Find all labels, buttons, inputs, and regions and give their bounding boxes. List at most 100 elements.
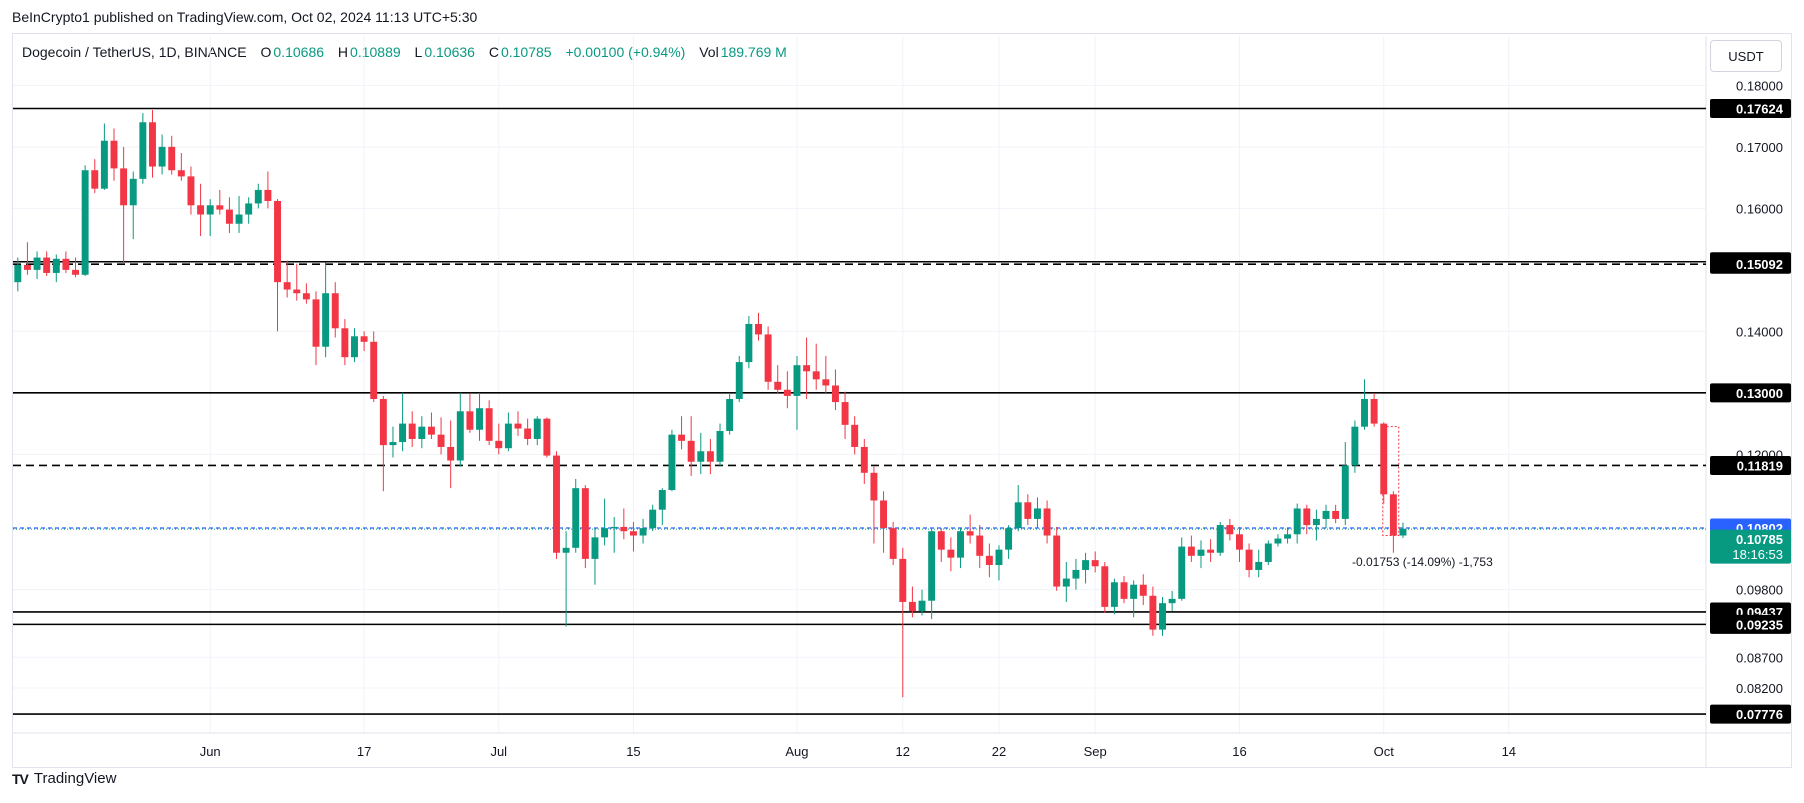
candle-body bbox=[1005, 528, 1013, 550]
candle-body bbox=[1082, 560, 1090, 570]
x-tick-label: Jun bbox=[200, 744, 221, 759]
candle-body bbox=[187, 176, 195, 206]
candle-body bbox=[1245, 549, 1253, 570]
candle-body bbox=[1033, 508, 1041, 519]
candle-body bbox=[1293, 508, 1301, 535]
candle-body bbox=[235, 214, 243, 224]
candle-body bbox=[158, 146, 166, 167]
candle-body bbox=[1062, 578, 1070, 587]
candle-body bbox=[1014, 502, 1022, 529]
candle-body bbox=[543, 418, 551, 456]
candle-body bbox=[899, 558, 907, 602]
candle-body bbox=[764, 334, 772, 382]
candle-body bbox=[427, 426, 435, 435]
tradingview-logo-icon: TV bbox=[12, 770, 29, 787]
candle-body bbox=[629, 531, 637, 536]
candle-body bbox=[783, 389, 791, 396]
x-tick-label: Sep bbox=[1084, 744, 1107, 759]
candle-body bbox=[360, 336, 368, 342]
level-badge: 0.13000 bbox=[1736, 386, 1783, 401]
candle-body bbox=[1332, 510, 1340, 519]
candle-body bbox=[1101, 566, 1109, 607]
level-badge-bg bbox=[1710, 98, 1791, 118]
x-tick-label: 22 bbox=[992, 744, 1006, 759]
high-value: 0.10889 bbox=[350, 44, 401, 60]
candle-body bbox=[110, 140, 118, 169]
candle-body bbox=[524, 428, 532, 439]
candle-body bbox=[437, 434, 445, 447]
candle-body bbox=[678, 434, 686, 441]
candle-body bbox=[1226, 525, 1234, 535]
close-value: 0.10785 bbox=[500, 44, 552, 60]
close-label: C bbox=[488, 44, 499, 60]
candle-body bbox=[1216, 525, 1224, 553]
candle-body bbox=[658, 490, 666, 510]
x-tick-label: 14 bbox=[1502, 744, 1516, 759]
candle-body bbox=[62, 258, 70, 270]
candle-body bbox=[803, 365, 811, 372]
candle-body bbox=[14, 264, 22, 283]
candle-body bbox=[254, 189, 262, 204]
candle-body bbox=[572, 488, 580, 548]
candle-body bbox=[1120, 582, 1128, 599]
candle-body bbox=[216, 205, 224, 210]
candle-body bbox=[1351, 426, 1359, 466]
candle-body bbox=[33, 257, 41, 270]
candle-body bbox=[1072, 569, 1080, 579]
candle-body bbox=[716, 430, 724, 462]
candle-body bbox=[1197, 549, 1205, 556]
candle-body bbox=[726, 399, 734, 431]
candle-body bbox=[1322, 510, 1330, 519]
level-badge: 0.17624 bbox=[1736, 101, 1784, 116]
level-badge-bg bbox=[1710, 455, 1791, 475]
change-value: +0.00100 (+0.94%) bbox=[565, 44, 686, 60]
candle-body bbox=[43, 257, 51, 273]
candle-body bbox=[149, 122, 156, 167]
ohlc-legend: Dogecoin / TetherUS, 1D, BINANCE O 0.1068… bbox=[22, 44, 789, 60]
low-label: L bbox=[414, 44, 423, 60]
candle-body bbox=[120, 168, 128, 206]
candle-body bbox=[533, 418, 541, 439]
candle-body bbox=[1149, 595, 1157, 630]
low-value: 0.10636 bbox=[424, 44, 475, 60]
candle-body bbox=[706, 451, 714, 462]
y-tick-label: 0.08700 bbox=[1736, 650, 1783, 665]
candle-body bbox=[735, 362, 743, 399]
x-tick-label: 16 bbox=[1232, 744, 1246, 759]
candle-body bbox=[1303, 508, 1311, 526]
candle-body bbox=[1159, 603, 1166, 630]
candle-body bbox=[966, 531, 974, 536]
brand-name: TradingView bbox=[33, 770, 117, 787]
level-badge-bg bbox=[1710, 704, 1791, 724]
x-tick-label: Jul bbox=[490, 744, 507, 759]
candle-body bbox=[322, 293, 330, 347]
candle-body bbox=[591, 537, 599, 559]
candle-body bbox=[370, 341, 378, 399]
candle-body bbox=[668, 434, 676, 491]
candle-body bbox=[206, 205, 214, 215]
current-price-badge: 0.10785 bbox=[1736, 532, 1783, 547]
candle-body bbox=[985, 555, 993, 566]
currency-button[interactable]: USDT bbox=[1710, 40, 1782, 72]
volume-label: Vol bbox=[699, 44, 719, 60]
candle-body bbox=[1236, 534, 1243, 550]
level-badge: 0.07776 bbox=[1736, 707, 1783, 722]
candle-body bbox=[1130, 584, 1138, 599]
candle-body bbox=[1284, 534, 1292, 539]
symbol-label[interactable]: Dogecoin / TetherUS, 1D, BINANCE bbox=[22, 44, 247, 60]
candle-body bbox=[1312, 518, 1320, 526]
candle-body bbox=[1091, 560, 1099, 567]
candle-body bbox=[1110, 582, 1118, 607]
candle-body bbox=[485, 408, 493, 441]
candle-body bbox=[928, 531, 936, 601]
candle-body bbox=[495, 440, 503, 449]
candle-body bbox=[399, 423, 407, 443]
candle-body bbox=[639, 528, 647, 536]
candle-body bbox=[774, 381, 782, 390]
volume-value: 189.769 M bbox=[720, 44, 787, 60]
y-tick-label: 0.18000 bbox=[1736, 78, 1783, 93]
candle-body bbox=[293, 289, 301, 294]
candle-body bbox=[745, 323, 753, 363]
candle-body bbox=[418, 426, 426, 439]
